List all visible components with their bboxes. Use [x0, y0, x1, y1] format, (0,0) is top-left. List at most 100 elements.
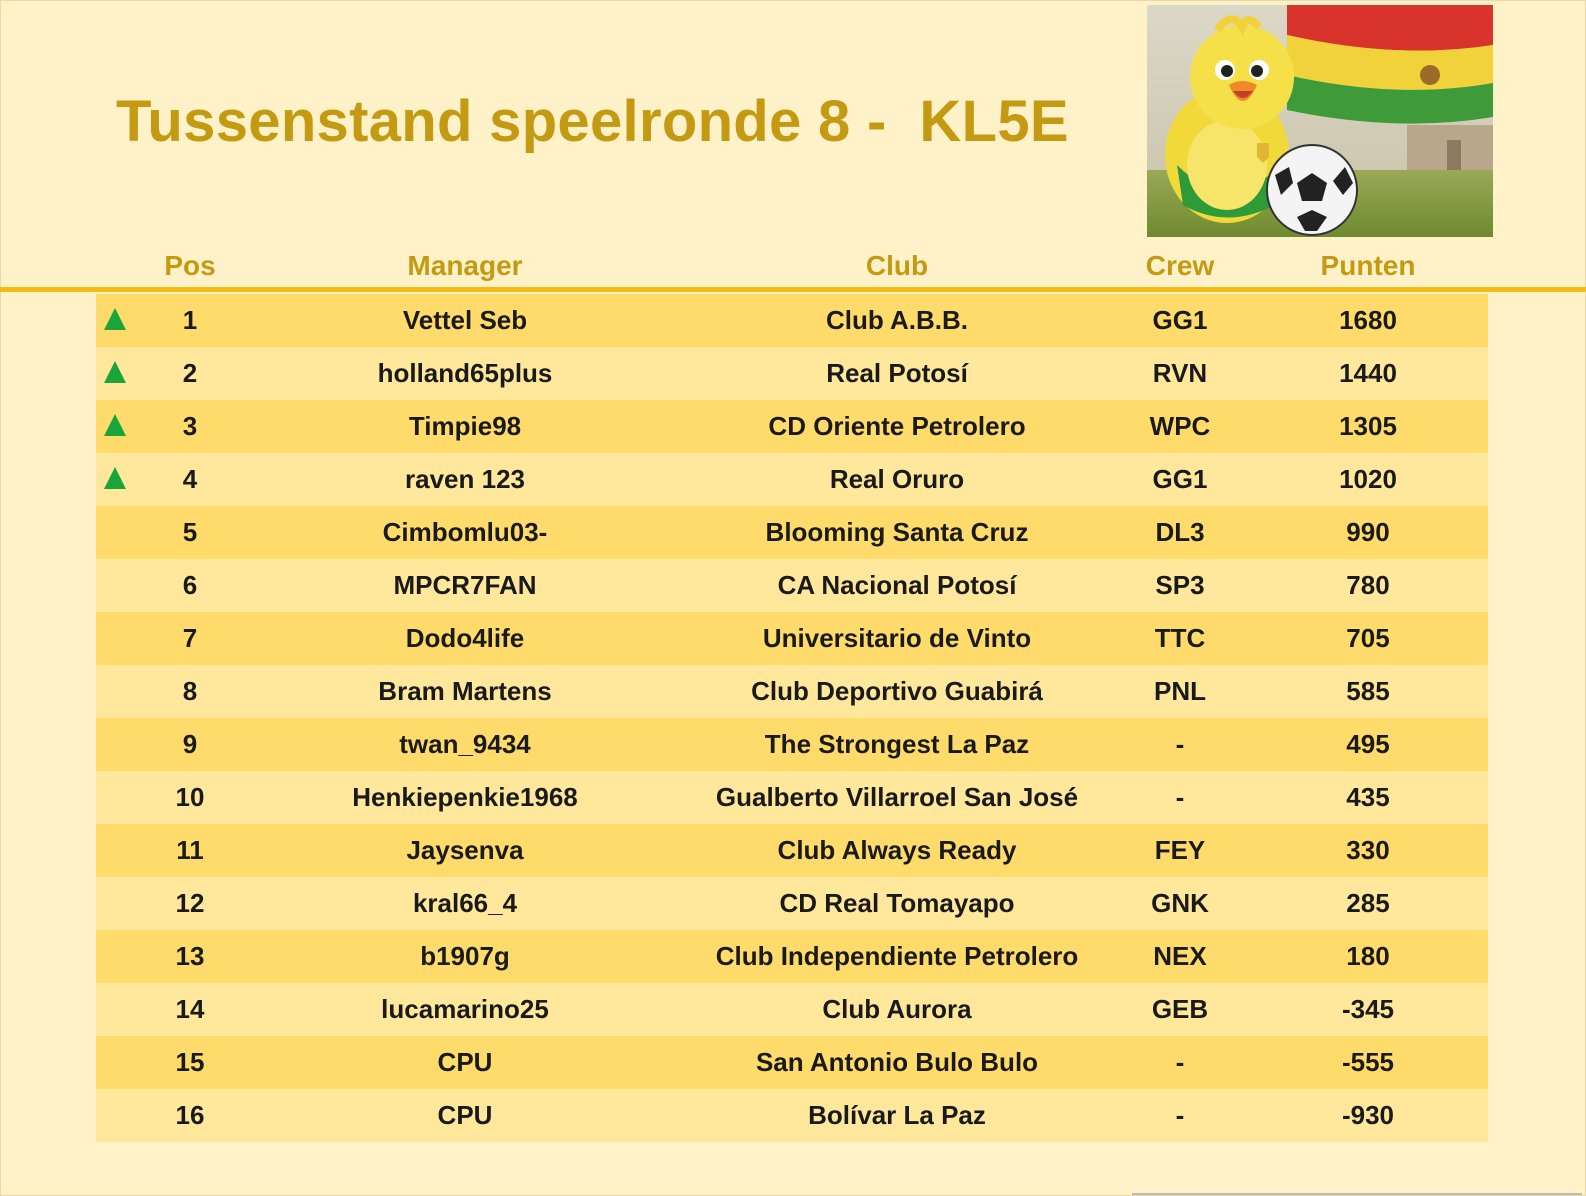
manager-cell: Jaysenva	[406, 835, 524, 865]
table-row[interactable]: 13 b1907g Club Independiente Petrolero NEX 1…	[96, 930, 1488, 983]
table-row[interactable]: 1 Vettel Seb Club A.B.B. GG1 1680	[96, 294, 1488, 347]
club-cell: Gualberto Villarroel San José	[715, 782, 1079, 812]
pos-cell: 15	[175, 1047, 205, 1077]
crew-cell: TTC	[1154, 623, 1206, 653]
club-cell: CD Real Tomayapo	[779, 888, 1015, 918]
table-row[interactable]: 12 kral66_4 CD Real Tomayapo GNK 285	[96, 877, 1488, 930]
crew-cell: PNL	[1154, 676, 1206, 706]
points-cell: -555	[1341, 1047, 1395, 1077]
points-cell: 1680	[1339, 305, 1397, 335]
crew-cell: WPC	[1149, 411, 1211, 441]
crew-cell: FEY	[1154, 835, 1206, 865]
manager-cell: MPCR7FAN	[393, 570, 537, 600]
crew-cell: -	[1175, 1100, 1185, 1130]
pos-cell: 9	[182, 729, 198, 759]
club-cell: Real Oruro	[829, 464, 965, 494]
manager-cell: twan_9434	[399, 729, 531, 759]
crew-cell: -	[1175, 729, 1185, 759]
pos-cell: 8	[182, 676, 198, 706]
club-cell: CD Oriente Petrolero	[768, 411, 1026, 441]
points-cell: 180	[1346, 941, 1390, 971]
club-cell: Club Always Ready	[777, 835, 1017, 865]
header-divider	[0, 287, 1586, 292]
crew-cell: -	[1175, 782, 1185, 812]
points-cell: 285	[1346, 888, 1390, 918]
club-cell: CA Nacional Potosí	[777, 570, 1017, 600]
club-cell: Club Independiente Petrolero	[715, 941, 1079, 971]
canary-mascot-icon	[1147, 5, 1493, 237]
table-row[interactable]: 3 Timpie98 CD Oriente Petrolero WPC 1305	[96, 400, 1488, 453]
club-cell: Blooming Santa Cruz	[765, 517, 1029, 547]
pos-cell: 11	[176, 835, 204, 865]
crew-cell: GG1	[1152, 305, 1208, 335]
up-arrow-icon	[104, 467, 126, 489]
pos-cell: 7	[182, 623, 198, 653]
pos-cell: 6	[182, 570, 198, 600]
manager-cell: CPU	[437, 1047, 493, 1077]
table-row[interactable]: 16 CPU Bolívar La Paz - -930	[96, 1089, 1488, 1142]
crew-cell: GEB	[1151, 994, 1209, 1024]
manager-cell: kral66_4	[412, 888, 518, 918]
table-row[interactable]: 11 Jaysenva Club Always Ready FEY 330	[96, 824, 1488, 877]
table-row[interactable]: 14 lucamarino25 Club Aurora GEB -345	[96, 983, 1488, 1036]
up-arrow-icon	[104, 361, 126, 383]
column-header-pos[interactable]: Pos	[164, 250, 216, 281]
manager-cell: Henkiepenkie1968	[352, 782, 578, 812]
crew-cell: RVN	[1152, 358, 1208, 388]
club-cell: Bolívar La Paz	[808, 1100, 986, 1130]
pos-cell: 5	[182, 517, 198, 547]
points-cell: 435	[1346, 782, 1390, 812]
club-cell: Club Aurora	[822, 994, 972, 1024]
manager-cell: lucamarino25	[381, 994, 549, 1024]
table-row[interactable]: 8 Bram Martens Club Deportivo Guabirá PNL 58…	[96, 665, 1488, 718]
column-header-points[interactable]: Punten	[1320, 250, 1416, 281]
club-cell: The Strongest La Paz	[764, 729, 1030, 759]
manager-cell: Timpie98	[408, 411, 522, 441]
points-cell: 1305	[1339, 411, 1397, 441]
points-cell: -345	[1341, 994, 1395, 1024]
manager-cell: CPU	[437, 1100, 493, 1130]
club-cell: Club A.B.B.	[825, 305, 969, 335]
column-header-crew[interactable]: Crew	[1145, 250, 1215, 281]
points-cell: 780	[1346, 570, 1390, 600]
table-row[interactable]: 5 Cimbomlu03- Blooming Santa Cruz DL3 990	[96, 506, 1488, 559]
crew-cell: -	[1175, 1047, 1185, 1077]
club-cell: Universitario de Vinto	[762, 623, 1032, 653]
up-arrow-icon	[104, 308, 126, 330]
manager-cell: holland65plus	[377, 358, 553, 388]
club-cell: San Antonio Bulo Bulo	[755, 1047, 1039, 1077]
points-cell: -930	[1341, 1100, 1395, 1130]
table-row[interactable]: 15 CPU San Antonio Bulo Bulo - -555	[96, 1036, 1488, 1089]
column-header-manager[interactable]: Manager	[407, 250, 523, 281]
standings-table: 1 Vettel Seb Club A.B.B. GG1 1680 2 holland65p…	[96, 294, 1488, 1142]
points-cell: 1440	[1339, 358, 1397, 388]
table-row[interactable]: 4 raven 123 Real Oruro GG1 1020	[96, 453, 1488, 506]
manager-cell: Cimbomlu03-	[382, 517, 548, 547]
table-header: Pos Manager Club Crew Punten	[96, 246, 1488, 288]
points-cell: 990	[1346, 517, 1390, 547]
crew-cell: GNK	[1151, 888, 1209, 918]
footer-divider	[1132, 1193, 1582, 1195]
manager-cell: Vettel Seb	[402, 305, 528, 335]
pos-cell: 2	[182, 358, 198, 388]
table-row[interactable]: 10 Henkiepenkie1968 Gualberto Villarroel S…	[96, 771, 1488, 824]
pos-cell: 14	[175, 994, 205, 1024]
points-cell: 585	[1346, 676, 1390, 706]
table-row[interactable]: 6 MPCR7FAN CA Nacional Potosí SP3 780	[96, 559, 1488, 612]
crew-cell: DL3	[1155, 517, 1205, 547]
pos-cell: 3	[182, 411, 198, 441]
column-header-club[interactable]: Club	[865, 250, 929, 281]
pos-cell: 1	[182, 305, 198, 335]
table-row[interactable]: 2 holland65plus Real Potosí RVN 1440	[96, 347, 1488, 400]
manager-cell: b1907g	[420, 941, 510, 971]
manager-cell: raven 123	[405, 464, 525, 494]
points-cell: 705	[1346, 623, 1390, 653]
points-cell: 1020	[1339, 464, 1397, 494]
table-row[interactable]: 9 twan_9434 The Strongest La Paz - 495	[96, 718, 1488, 771]
manager-cell: Bram Martens	[378, 676, 552, 706]
club-cell: Real Potosí	[826, 358, 968, 388]
pos-cell: 4	[182, 464, 198, 494]
crew-cell: NEX	[1153, 941, 1207, 971]
crew-cell: GG1	[1152, 464, 1208, 494]
table-row[interactable]: 7 Dodo4life Universitario de Vinto TTC 705	[96, 612, 1488, 665]
